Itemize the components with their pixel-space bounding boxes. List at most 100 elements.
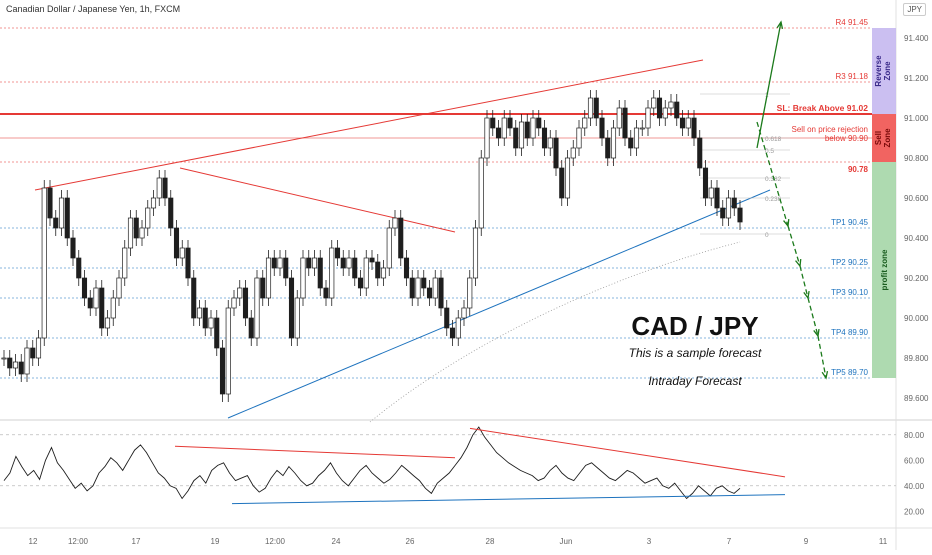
candle-body	[432, 277, 438, 299]
candle-body	[254, 277, 260, 339]
candle-body	[110, 297, 116, 319]
candle-body	[18, 361, 24, 375]
candle-body	[248, 317, 254, 339]
candle-body	[461, 307, 467, 319]
x-tick-label: 28	[486, 537, 495, 546]
candle-body	[214, 317, 220, 349]
candle-body	[720, 207, 726, 219]
candle-body	[7, 357, 13, 369]
candle-body	[334, 247, 341, 259]
candle-body	[467, 277, 473, 309]
rsi-resistance-line	[469, 427, 786, 478]
candle-body	[24, 347, 30, 375]
candle-body	[1, 357, 7, 360]
level-label: R4 91.45	[836, 18, 869, 27]
candle-body	[116, 277, 122, 299]
zone-label: Zone	[883, 61, 892, 81]
candle-body	[553, 137, 559, 169]
candle-body	[93, 287, 99, 309]
candle-body	[679, 117, 686, 129]
fib-label: 0.5	[765, 148, 774, 155]
candle-body	[559, 167, 565, 199]
candle-body	[472, 227, 479, 279]
candle-body	[518, 121, 525, 149]
level-label: TP2 90.25	[831, 258, 868, 267]
candle-body	[58, 197, 65, 229]
zone-band	[872, 114, 896, 162]
currency-badge[interactable]: JPY	[903, 3, 926, 16]
support-trendline	[227, 189, 771, 419]
candle-body	[12, 361, 19, 369]
candle-body	[300, 257, 306, 299]
candle-body	[691, 117, 697, 139]
y-tick-label: 90.200	[904, 274, 929, 283]
candle-body	[616, 107, 622, 129]
rsi-tick-label: 60.00	[904, 456, 925, 465]
candle-body	[323, 287, 329, 299]
candle-body	[329, 247, 335, 299]
x-tick-label: 11	[879, 537, 888, 546]
candle-body	[490, 117, 496, 129]
candle-body	[306, 257, 312, 269]
candle-body	[731, 197, 737, 209]
candle-body	[645, 107, 651, 129]
forecast-arrow	[756, 21, 782, 149]
candle-body	[225, 307, 231, 395]
candle-body	[133, 217, 139, 239]
candle-body	[697, 137, 703, 169]
candle-body	[599, 117, 605, 139]
candle-body	[536, 117, 542, 129]
candle-body	[524, 121, 530, 139]
candle-body	[196, 307, 203, 319]
level-label: R3 91.18	[836, 72, 869, 81]
candle-body	[702, 167, 709, 199]
y-tick-label: 89.600	[904, 394, 929, 403]
candle-body	[271, 257, 277, 269]
candle-body	[674, 101, 680, 119]
candle-body	[392, 217, 398, 229]
candle-body	[70, 237, 76, 259]
candle-body	[185, 247, 191, 279]
candle-body	[208, 317, 214, 329]
candle-body	[104, 317, 111, 329]
candle-body	[386, 227, 392, 269]
x-tick-label: 12	[29, 537, 38, 546]
y-tick-label: 90.400	[904, 234, 929, 243]
zone-label: profit zone	[880, 249, 889, 290]
candle-body	[426, 287, 433, 299]
candle-body	[380, 267, 387, 279]
level-label: SL: Break Above 91.02	[777, 103, 869, 113]
candle-body	[449, 327, 456, 339]
annotation-title: CAD / JPY	[631, 311, 758, 341]
candle-body	[260, 277, 266, 299]
candle-body	[593, 97, 599, 119]
candle-body	[231, 297, 237, 309]
candle-body	[76, 257, 82, 279]
level-label: TP4 89.90	[831, 328, 868, 337]
x-tick-label: 26	[406, 537, 415, 546]
candle-body	[484, 117, 490, 159]
candle-body	[375, 261, 381, 279]
zone-band	[872, 162, 896, 378]
candle-body	[633, 127, 640, 149]
zone-label: Zone	[883, 128, 892, 148]
candle-body	[495, 127, 502, 139]
x-tick-label: 12:00	[68, 537, 89, 546]
zone-label: Reverse	[874, 55, 883, 87]
y-tick-label: 90.800	[904, 154, 929, 163]
candle-body	[127, 217, 134, 249]
candle-body	[283, 257, 289, 279]
candle-body	[639, 127, 645, 130]
forecast-arrow	[787, 225, 801, 267]
x-tick-label: Jun	[560, 537, 573, 546]
level-label: 90.78	[848, 165, 869, 174]
candle-body	[421, 277, 427, 289]
candle-body	[668, 101, 674, 109]
fib-label: 0.382	[765, 176, 782, 183]
x-tick-label: 19	[211, 537, 220, 546]
y-tick-label: 91.000	[904, 114, 929, 123]
candle-body	[507, 117, 513, 129]
forecast-arrow-head	[776, 20, 784, 29]
candle-body	[35, 337, 42, 359]
